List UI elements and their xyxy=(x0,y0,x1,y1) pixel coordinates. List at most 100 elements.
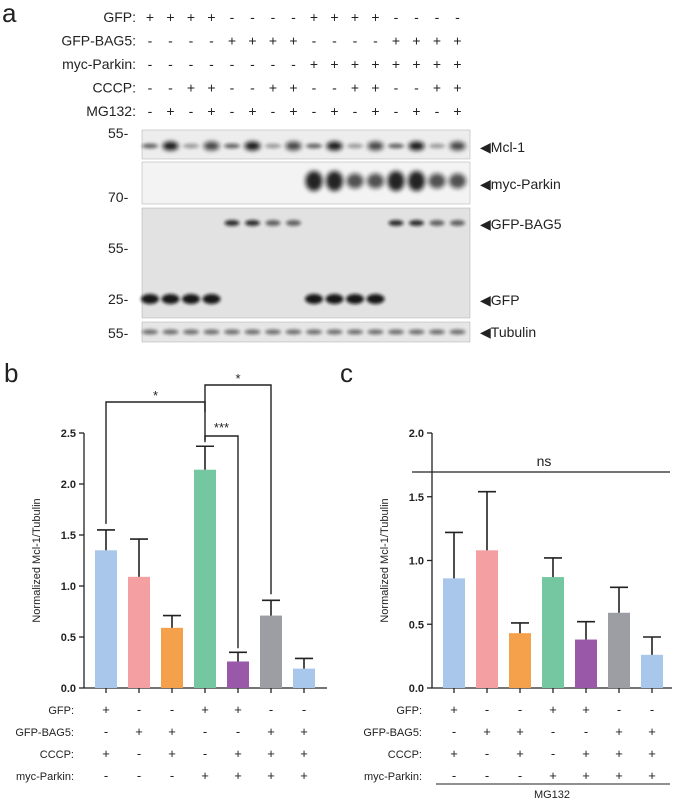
western-blot-band xyxy=(306,143,322,149)
blot-condition-sign: - xyxy=(332,33,337,49)
blot-condition-sign: + xyxy=(248,103,256,119)
mw-marker-55-mid: 55- xyxy=(108,240,129,256)
bar xyxy=(641,654,663,688)
panel-c: c Normalized Mcl-1/Tubulin 0.0 0.5 1.0 1.5 2.… xyxy=(340,358,672,801)
blot-condition-sign: + xyxy=(412,33,420,49)
significance-label: * xyxy=(153,388,158,403)
condition-sign: + xyxy=(648,724,656,739)
blot-condition-sign: + xyxy=(289,103,297,119)
blot-condition-sign: - xyxy=(291,9,296,25)
condition-sign: + xyxy=(483,724,491,739)
condition-sign: + xyxy=(267,724,275,739)
condition-label: GFP: xyxy=(396,705,422,717)
blot-condition-sign: + xyxy=(166,103,174,119)
condition-label: myc-Parkin: xyxy=(16,771,74,783)
western-blot-band xyxy=(142,143,158,149)
western-blot-band xyxy=(366,294,385,304)
blot-condition-sign: + xyxy=(351,56,359,72)
western-blot-band xyxy=(203,329,220,335)
western-blot-band xyxy=(346,173,364,189)
blot-condition-table: GFP: + + + + - - - - + + + + - - - -GFP-BAG5: - - - - + + + + - - -… xyxy=(61,9,461,119)
bar-chart-b: Normalized Mcl-1/Tubulin 0.0 0.5 1.0 1.5 2.0 2… xyxy=(15,371,327,783)
blot-condition-sign: + xyxy=(371,9,379,25)
blot-condition-sign: + xyxy=(453,33,461,49)
bar xyxy=(227,661,249,688)
blot-condition-sign: + xyxy=(289,33,297,49)
blot-condition-sign: - xyxy=(271,9,276,25)
blot-condition-sign: - xyxy=(230,9,235,25)
condition-sign: + xyxy=(549,702,557,717)
mw-marker-70: 70- xyxy=(108,189,129,205)
band-label-gfp-bag5: GFP-BAG5 xyxy=(491,216,562,232)
significance-bracket xyxy=(204,384,272,595)
y-axis-label: Normalized Mcl-1/Tubulin xyxy=(379,498,391,622)
mw-marker-55-top: 55- xyxy=(108,125,129,141)
western-blot-band xyxy=(388,143,404,149)
blot-condition-sign: - xyxy=(250,9,255,25)
treatment-label: MG132 xyxy=(534,789,570,801)
condition-label: myc-Parkin: xyxy=(364,771,422,783)
blot-condition-sign: + xyxy=(228,33,236,49)
blot-condition-sign: + xyxy=(269,33,277,49)
condition-sign: - xyxy=(485,702,489,717)
blot-condition-sign: + xyxy=(371,80,379,96)
y-axis-label: Normalized Mcl-1/Tubulin xyxy=(31,498,43,622)
western-blot-band xyxy=(286,220,301,226)
y-tick-label: 0.5 xyxy=(409,619,424,631)
y-tick-label: 2.0 xyxy=(409,428,424,440)
arrow-icon: ◀ xyxy=(480,139,491,155)
condition-sign: + xyxy=(582,768,590,783)
condition-sign: - xyxy=(137,768,141,783)
western-blot-band xyxy=(449,329,466,335)
condition-sign: - xyxy=(518,768,522,783)
bar xyxy=(293,668,315,688)
condition-sign: - xyxy=(104,724,108,739)
blot-condition-sign: + xyxy=(412,103,420,119)
blot-condition-sign: + xyxy=(289,80,297,96)
svg-text:◀GFP-BAG5: ◀GFP-BAG5 xyxy=(480,216,562,232)
blot-condition-sign: - xyxy=(189,33,194,49)
panel-b-label: b xyxy=(4,358,18,388)
western-blot-band xyxy=(367,329,384,335)
condition-sign: + xyxy=(582,702,590,717)
western-blot-band xyxy=(408,141,425,151)
condition-label: CCCP: xyxy=(40,749,74,761)
blot-strip-gfp-bag5-gfp xyxy=(141,207,471,319)
condition-sign: + xyxy=(450,702,458,717)
blot-condition-label: MG132: xyxy=(86,103,136,119)
y-tick-label: 0.5 xyxy=(61,632,76,644)
western-blot-band xyxy=(265,329,281,335)
blot-condition-sign: - xyxy=(435,9,440,25)
blot-condition-sign: - xyxy=(455,9,460,25)
condition-sign: + xyxy=(648,746,656,761)
condition-sign: + xyxy=(201,702,209,717)
condition-label: GFP: xyxy=(48,705,74,717)
blot-condition-sign: + xyxy=(433,33,441,49)
blot-condition-sign: - xyxy=(230,56,235,72)
condition-label: GFP-BAG5: xyxy=(363,727,422,739)
arrow-icon: ◀ xyxy=(480,292,491,308)
western-blot-band xyxy=(285,329,302,335)
blot-condition-sign: - xyxy=(271,56,276,72)
blot-condition-sign: - xyxy=(230,80,235,96)
condition-sign: + xyxy=(267,768,275,783)
western-blot-band xyxy=(387,171,405,191)
blot-condition-sign: - xyxy=(394,80,399,96)
bar xyxy=(509,633,531,688)
panel-a-label: a xyxy=(2,0,17,28)
blot-condition-sign: - xyxy=(332,80,337,96)
condition-sign: + xyxy=(168,746,176,761)
blot-condition-label: GFP: xyxy=(103,9,136,25)
blot-condition-sign: - xyxy=(168,33,173,49)
western-blot-band xyxy=(203,141,220,151)
western-blot-band xyxy=(408,329,425,335)
western-blot-band xyxy=(183,143,199,149)
blot-condition-sign: - xyxy=(414,80,419,96)
condition-sign: + xyxy=(516,746,524,761)
band-label-tubulin: Tubulin xyxy=(491,324,536,340)
western-blot-band xyxy=(347,143,363,149)
condition-sign: + xyxy=(102,746,110,761)
western-blot-band xyxy=(409,220,424,226)
western-blot-band xyxy=(367,141,384,151)
